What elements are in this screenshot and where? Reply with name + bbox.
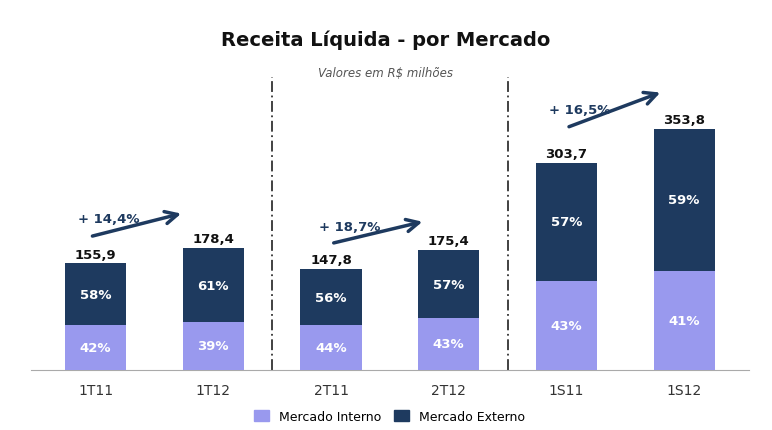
- Bar: [183, 249, 244, 322]
- Bar: [536, 163, 597, 281]
- Text: Valores em R$ milhões: Valores em R$ milhões: [319, 67, 453, 80]
- Text: 57%: 57%: [550, 216, 582, 229]
- Text: 155,9: 155,9: [75, 248, 117, 261]
- Bar: [300, 269, 361, 326]
- Text: 175,4: 175,4: [428, 235, 469, 248]
- Bar: [654, 271, 715, 370]
- Text: 42%: 42%: [80, 341, 111, 354]
- Text: 58%: 58%: [80, 288, 111, 301]
- Text: 57%: 57%: [433, 278, 465, 291]
- Text: 44%: 44%: [315, 341, 347, 354]
- Bar: [654, 129, 715, 271]
- Text: 59%: 59%: [669, 194, 699, 207]
- Text: + 14,4%: + 14,4%: [78, 213, 140, 226]
- Bar: [536, 281, 597, 370]
- Bar: [418, 251, 479, 319]
- Text: 303,7: 303,7: [545, 147, 587, 160]
- Bar: [300, 326, 361, 370]
- Text: + 18,7%: + 18,7%: [320, 221, 381, 234]
- Text: 39%: 39%: [198, 340, 229, 353]
- Bar: [418, 319, 479, 370]
- Legend: Mercado Interno, Mercado Externo: Mercado Interno, Mercado Externo: [249, 405, 530, 428]
- Text: 147,8: 147,8: [310, 254, 352, 267]
- Text: 178,4: 178,4: [192, 233, 234, 246]
- Text: 43%: 43%: [433, 338, 465, 350]
- Bar: [65, 264, 126, 325]
- Text: + 16,5%: + 16,5%: [549, 104, 610, 117]
- Text: 61%: 61%: [198, 279, 229, 292]
- Bar: [183, 322, 244, 370]
- Text: Receita Líquida - por Mercado: Receita Líquida - por Mercado: [222, 30, 550, 49]
- Text: 56%: 56%: [315, 291, 347, 304]
- Text: 43%: 43%: [550, 319, 582, 332]
- Text: 41%: 41%: [669, 314, 700, 327]
- Text: 353,8: 353,8: [663, 114, 705, 126]
- Bar: [65, 325, 126, 370]
